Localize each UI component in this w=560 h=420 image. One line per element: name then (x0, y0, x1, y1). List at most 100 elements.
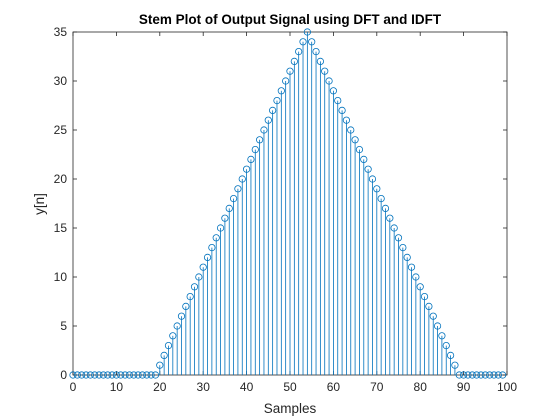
stem-marker (429, 312, 437, 320)
stem-marker (316, 57, 324, 66)
x-tick-label: 0 (70, 380, 77, 394)
stem-marker (299, 38, 307, 46)
x-tick-label: 20 (153, 380, 167, 394)
stem-marker (147, 371, 155, 379)
stem-marker (473, 371, 481, 379)
stem-marker (269, 106, 277, 115)
stem-marker (373, 185, 381, 193)
y-tick-label: 30 (54, 74, 68, 88)
stem-marker (251, 146, 259, 154)
stem-marker (82, 371, 90, 379)
stem-marker (329, 87, 337, 95)
stem-marker (438, 332, 446, 340)
stem-marker (321, 67, 329, 75)
stem-marker (386, 214, 394, 222)
plot-area: 0 10 20 30 40 50 60 70 80 90 100 0 5 10 15 20 25 30 35 (54, 25, 518, 394)
stem-marker (390, 224, 398, 232)
stem-marker (234, 185, 242, 193)
stem-marker (455, 371, 463, 379)
stem-marker (403, 253, 411, 261)
y-tick-label: 20 (54, 172, 68, 186)
stem-marker (108, 371, 116, 379)
stem-marker (229, 195, 238, 203)
stem-marker (243, 165, 251, 173)
stem-marker (247, 155, 255, 163)
stem-marker (312, 47, 320, 56)
stem-marker (260, 126, 268, 134)
stem-marker (290, 57, 298, 66)
stem-marker (420, 292, 429, 301)
stem-marker (334, 97, 342, 105)
stem-marker (273, 97, 281, 105)
y-tick-label: 25 (54, 123, 68, 137)
stem-marker (416, 283, 424, 291)
stem-marker (117, 371, 125, 379)
y-tick-label: 5 (60, 319, 67, 333)
stem-marker (99, 371, 107, 379)
stem-marker (446, 351, 455, 359)
stem-marker (177, 312, 186, 320)
stem-marker (138, 371, 147, 379)
stem-marker (464, 371, 472, 379)
stem-marker (216, 224, 225, 232)
y-tick-label: 35 (54, 25, 68, 39)
stem-marker (494, 371, 502, 379)
stem-marker (308, 38, 316, 46)
stem-marker (433, 322, 442, 330)
stem-marker (221, 214, 229, 222)
stem-marker (451, 361, 459, 369)
stem-marker (342, 116, 351, 124)
stem-marker (355, 146, 364, 154)
stem-marker (78, 371, 86, 379)
stem-marker (377, 195, 385, 203)
stem-marker (442, 341, 450, 350)
stem-marker (104, 371, 112, 379)
stem-marker (347, 126, 355, 134)
x-tick-label: 100 (497, 380, 517, 394)
stem-marker (256, 136, 264, 144)
stem-marker (303, 28, 311, 36)
stem-marker (459, 371, 468, 379)
stem-marker (264, 116, 272, 124)
stem-marker (364, 165, 372, 173)
stem-marker (286, 67, 294, 75)
stem-marker (212, 234, 220, 242)
stem-marker (95, 371, 103, 379)
y-tick-label: 10 (54, 270, 68, 284)
stem-marker (182, 302, 190, 310)
stem-marker (195, 273, 203, 281)
stem-marker (351, 136, 359, 144)
stem-marker (208, 244, 216, 252)
x-tick-label: 40 (240, 380, 254, 394)
stem-marker (282, 77, 290, 85)
stem-marker (225, 204, 233, 212)
stem-marker (277, 87, 285, 95)
stem-marker (160, 351, 168, 359)
stem-marker (156, 361, 164, 369)
stem-marker (203, 253, 212, 261)
x-tick-label: 80 (414, 380, 428, 394)
stem-marker (112, 371, 121, 379)
stem-marker (125, 371, 134, 379)
x-tick-label: 90 (457, 380, 471, 394)
stem-marker (86, 371, 94, 379)
x-tick-label: 60 (327, 380, 341, 394)
stem-marker (499, 371, 507, 379)
stem-marker (169, 332, 177, 340)
stem-marker (394, 234, 403, 242)
y-tick-label: 15 (54, 221, 68, 235)
stem-marker (173, 322, 181, 330)
stem-marker (199, 263, 207, 271)
stem-marker (186, 292, 194, 301)
y-axis-label: y[n] (32, 193, 47, 215)
stem-marker (91, 371, 99, 379)
stem-marker (490, 371, 498, 379)
stem-marker (360, 155, 368, 163)
stem-marker (338, 106, 346, 115)
y-tick-label: 0 (60, 368, 67, 382)
stem-marker (73, 371, 81, 379)
stem-marker (121, 371, 129, 379)
x-axis-label: Samples (264, 401, 317, 416)
stem-marker (134, 371, 142, 379)
